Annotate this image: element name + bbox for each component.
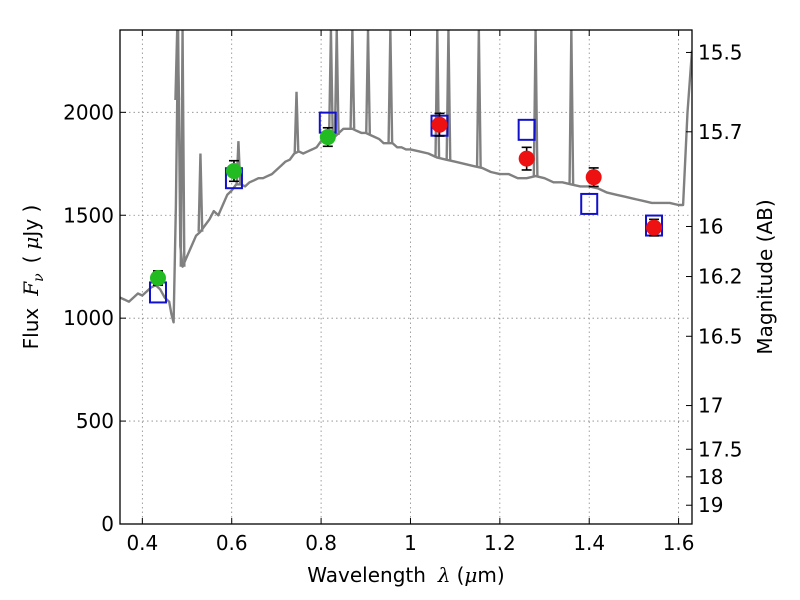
- nir-photometry-point: [518, 146, 535, 171]
- mag-tick-label: 16.5: [698, 324, 743, 348]
- emission-line-spike: [197, 153, 204, 232]
- nir-photometry-marker: [646, 219, 663, 236]
- x-tick-label: 0.6: [216, 531, 248, 555]
- emission-line-spike: [349, 30, 356, 129]
- nir-photometry-point: [585, 167, 602, 188]
- emission-line-spike: [174, 30, 181, 101]
- x-tick-label: 1.2: [484, 531, 516, 555]
- optical-photometry-point: [225, 159, 242, 183]
- y-axis-label-symbol: F: [19, 281, 43, 297]
- emission-line-spike: [568, 30, 575, 185]
- y-axis-label-unit-rest: Jy ): [19, 205, 43, 239]
- emission-line-spike: [387, 30, 394, 144]
- x-axis-label-prefix: Wavelength: [307, 563, 426, 587]
- emission-line-spike: [333, 30, 340, 135]
- emission-line-spike: [365, 30, 372, 134]
- y-tick-label: 500: [76, 409, 114, 433]
- y-axis-label-subscript: ν: [31, 273, 47, 282]
- x-tick-label: 1.4: [573, 531, 605, 555]
- x-tick-label: 1.6: [663, 531, 695, 555]
- x-axis-label-unit-rest: m): [477, 563, 504, 587]
- emission-line-spike: [327, 30, 334, 136]
- y-axis-label-unit-open: (: [19, 256, 43, 264]
- x-tick-label: 1: [404, 531, 417, 555]
- model-photometry-box: [580, 192, 599, 215]
- emission-line-spike: [475, 30, 482, 168]
- optical-photometry-point: [319, 126, 336, 148]
- emission-line-spike: [293, 91, 300, 153]
- y2-axis-label: Magnitude (AB): [753, 199, 777, 354]
- optical-photometry-point: [149, 270, 166, 287]
- x-axis-label-unit-mu: μ: [464, 563, 477, 587]
- x-tick-label: 0.8: [305, 531, 337, 555]
- optical-photometry-marker: [319, 129, 336, 146]
- x-axis-label-symbol: λ: [437, 563, 451, 587]
- optical-photometry-marker: [225, 162, 242, 179]
- y-axis-label: Flux Fν ( μJy ): [19, 205, 47, 350]
- x-axis-label-unit-open: (: [457, 563, 465, 587]
- nir-photometry-marker: [518, 150, 535, 167]
- mag-tick-label: 15.5: [698, 40, 743, 64]
- x-tick-label: 0.4: [126, 531, 158, 555]
- nir-photometry-marker: [585, 169, 602, 186]
- mag-tick-label: 16.2: [698, 265, 743, 289]
- y-tick-label: 1500: [63, 203, 114, 227]
- axis-ticks: 0.4 0.6 0.8 1 1.2 1.4 1.6 0 500 1000 1500 2000 15.5 1…: [63, 30, 743, 555]
- nir-photometry-marker: [431, 116, 448, 133]
- optical-photometry-marker: [149, 270, 166, 287]
- plot-area: [120, 30, 692, 324]
- mag-tick-label: 17.5: [698, 437, 743, 461]
- mag-tick-label: 18: [698, 465, 723, 489]
- emission-line-spike: [179, 30, 186, 267]
- model-photometry-box: [517, 118, 536, 141]
- y-tick-label: 0: [101, 512, 114, 536]
- mag-tick-label: 17: [698, 394, 723, 418]
- nir-photometry-point: [431, 112, 448, 137]
- y-axis-label-unit-mu: μ: [19, 237, 43, 250]
- y-axis-label-prefix: Flux: [19, 308, 43, 350]
- mag-tick-label: 16: [698, 214, 723, 238]
- x-axis-label: Wavelength λ (μm): [307, 563, 504, 587]
- mag-tick-label: 15.7: [698, 120, 743, 144]
- y-tick-label: 1000: [63, 306, 114, 330]
- y-tick-label: 2000: [63, 100, 114, 124]
- mag-tick-label: 19: [698, 493, 723, 517]
- nir-photometry-point: [646, 218, 663, 237]
